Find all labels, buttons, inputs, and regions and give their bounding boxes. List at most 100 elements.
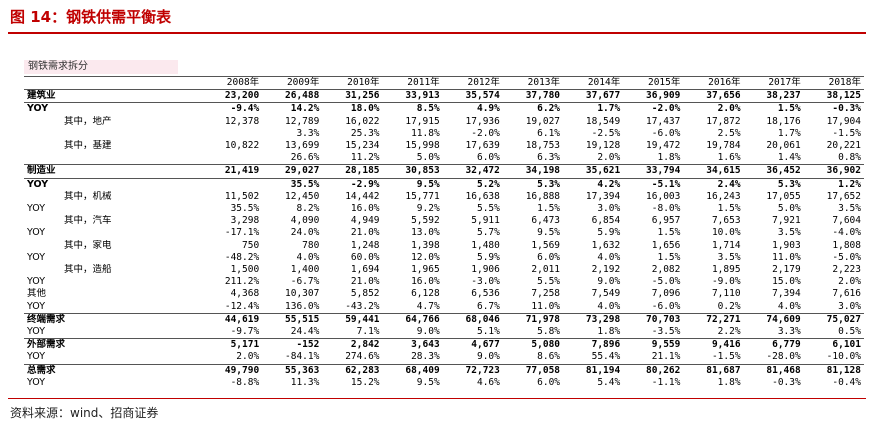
cell: 6.1%: [537, 127, 561, 139]
cell: [202, 152, 262, 165]
row-label: 其中，汽车: [64, 215, 112, 227]
cell: 21.0%: [350, 227, 380, 239]
cell: 2.0%: [236, 351, 260, 363]
cell: 5.8%: [537, 326, 561, 338]
cell: 17,936: [465, 115, 500, 127]
cell: 3.0%: [838, 300, 861, 312]
cell: 1.6%: [717, 152, 741, 164]
cell: 6.2%: [502, 102, 564, 116]
table-row: 其中，家电 750 780 1,248 1,398 1,480 1,569 1,632 1,65…: [24, 240, 864, 252]
cell: 8.5%: [382, 102, 443, 116]
cell: 6,101: [803, 338, 864, 352]
cell: 3.5%: [777, 227, 801, 239]
row-label: 其中，造船: [64, 264, 112, 276]
row-label: YOY: [24, 102, 202, 116]
cell: -9.0%: [711, 276, 741, 288]
cell: 4,677: [442, 338, 503, 352]
cell: -4.0%: [832, 227, 861, 239]
cell: 7,921: [772, 215, 801, 227]
cell: 2.5%: [717, 127, 741, 139]
cell: 62,283: [322, 363, 383, 377]
cell: 5.3%: [502, 177, 564, 191]
table-body: 建筑业 23,200 26,488 31,256 33,913 35,574 37,780 3…: [24, 89, 864, 389]
cell: 1,903: [772, 239, 801, 251]
cell: 3.5%: [717, 251, 741, 263]
cell: 4.2%: [563, 177, 624, 191]
cell: 1.5%: [717, 203, 741, 215]
cell: 81,687: [683, 363, 744, 377]
row-label: 其他: [27, 288, 47, 300]
cell: 73,298: [563, 312, 624, 327]
cell: 19,027: [525, 115, 561, 127]
cell: 4.6%: [476, 376, 500, 388]
cell: 7,096: [651, 288, 681, 300]
cell: 4.9%: [442, 102, 503, 116]
cell: 68,409: [382, 363, 443, 377]
cell: 17,055: [766, 190, 801, 202]
row-label: 其中，机械: [64, 190, 112, 202]
cell: -2.0%: [623, 102, 684, 116]
table-caption: 钢铁需求拆分: [24, 60, 178, 74]
cell: -6.0%: [651, 300, 681, 312]
table-row: YOY 2.0% -84.1% 274.6% 28.3% 9.0% 8.6% 55.4% 21.…: [24, 351, 864, 364]
cell: 4,368: [230, 288, 260, 300]
cell: 35,574: [442, 89, 503, 103]
cell: 3.3%: [296, 127, 320, 139]
row-label: YOY: [27, 203, 46, 215]
cell: -2.5%: [591, 127, 621, 139]
cell: 6.0%: [476, 152, 500, 164]
cell: 0.2%: [717, 300, 741, 312]
cell: 5,852: [350, 288, 380, 300]
cell: 1.5%: [537, 203, 561, 215]
row-label: YOY: [24, 177, 202, 191]
cell: -5.0%: [832, 251, 861, 263]
cell: 81,128: [803, 363, 864, 377]
cell: 11.0%: [531, 300, 561, 312]
cell: -5.0%: [651, 276, 681, 288]
cell: 31,256: [322, 89, 383, 103]
cell: 1,714: [711, 239, 741, 251]
cell: -152: [262, 338, 323, 352]
cell: 35.5%: [230, 203, 260, 215]
source-note: 资料来源：wind、招商证券: [10, 406, 159, 420]
table-row: YOY 211.2% -6.7% 21.0% 16.0% -3.0% 5.5% 9.0% -5.…: [24, 276, 864, 288]
cell: 7,653: [711, 215, 741, 227]
cell: -0.3%: [803, 102, 864, 116]
cell: 16,022: [345, 115, 380, 127]
table-row: YOY -12.4% 136.0% -43.2% 4.7% 6.7% 11.0% 4.0% -6…: [24, 301, 864, 314]
cell: 1,694: [350, 264, 380, 276]
cell: 7,616: [832, 288, 861, 300]
cell: -9.4%: [202, 102, 263, 116]
table-row: YOY 35.5% -2.9% 9.5% 5.2% 5.3% 4.2% -5.1% 2.4% 5.…: [24, 177, 864, 191]
cell: 64,766: [382, 312, 443, 327]
cell: 20,061: [766, 140, 801, 152]
cell: -8.8%: [230, 376, 260, 388]
cell: 71,978: [502, 312, 564, 327]
cell: 7,604: [832, 215, 861, 227]
cell: 9.5%: [382, 177, 443, 191]
column-header: 2018年: [803, 75, 864, 91]
cell: 28,185: [322, 164, 383, 179]
cell: 44,619: [202, 312, 263, 327]
row-label: 终端需求: [24, 312, 202, 327]
cell: 4.0%: [597, 300, 621, 312]
cell: 35.5%: [262, 177, 323, 191]
cell: 80,262: [623, 363, 684, 377]
cell: [202, 177, 263, 191]
cell: -0.3%: [772, 376, 801, 388]
cell: 3,298: [230, 215, 260, 227]
table-row: YOY -48.2% 4.0% 60.0% 12.0% 5.9% 6.0% 4.0% 1.5% 3…: [24, 252, 864, 264]
row-label: YOY: [27, 300, 46, 312]
cell: 49,790: [202, 363, 263, 377]
cell: 81,194: [563, 363, 624, 377]
row-label: 其中，地产: [64, 115, 112, 127]
cell: 16,243: [706, 190, 741, 202]
cell: -12.4%: [224, 300, 260, 312]
cell: 16.0%: [411, 276, 440, 288]
cell: 211.2%: [224, 276, 260, 288]
cell: 60.0%: [350, 251, 380, 263]
cell: 4,949: [350, 215, 380, 227]
cell: 136.0%: [285, 300, 320, 312]
cell: 6.0%: [537, 376, 561, 388]
row-label: 总需求: [24, 363, 202, 377]
